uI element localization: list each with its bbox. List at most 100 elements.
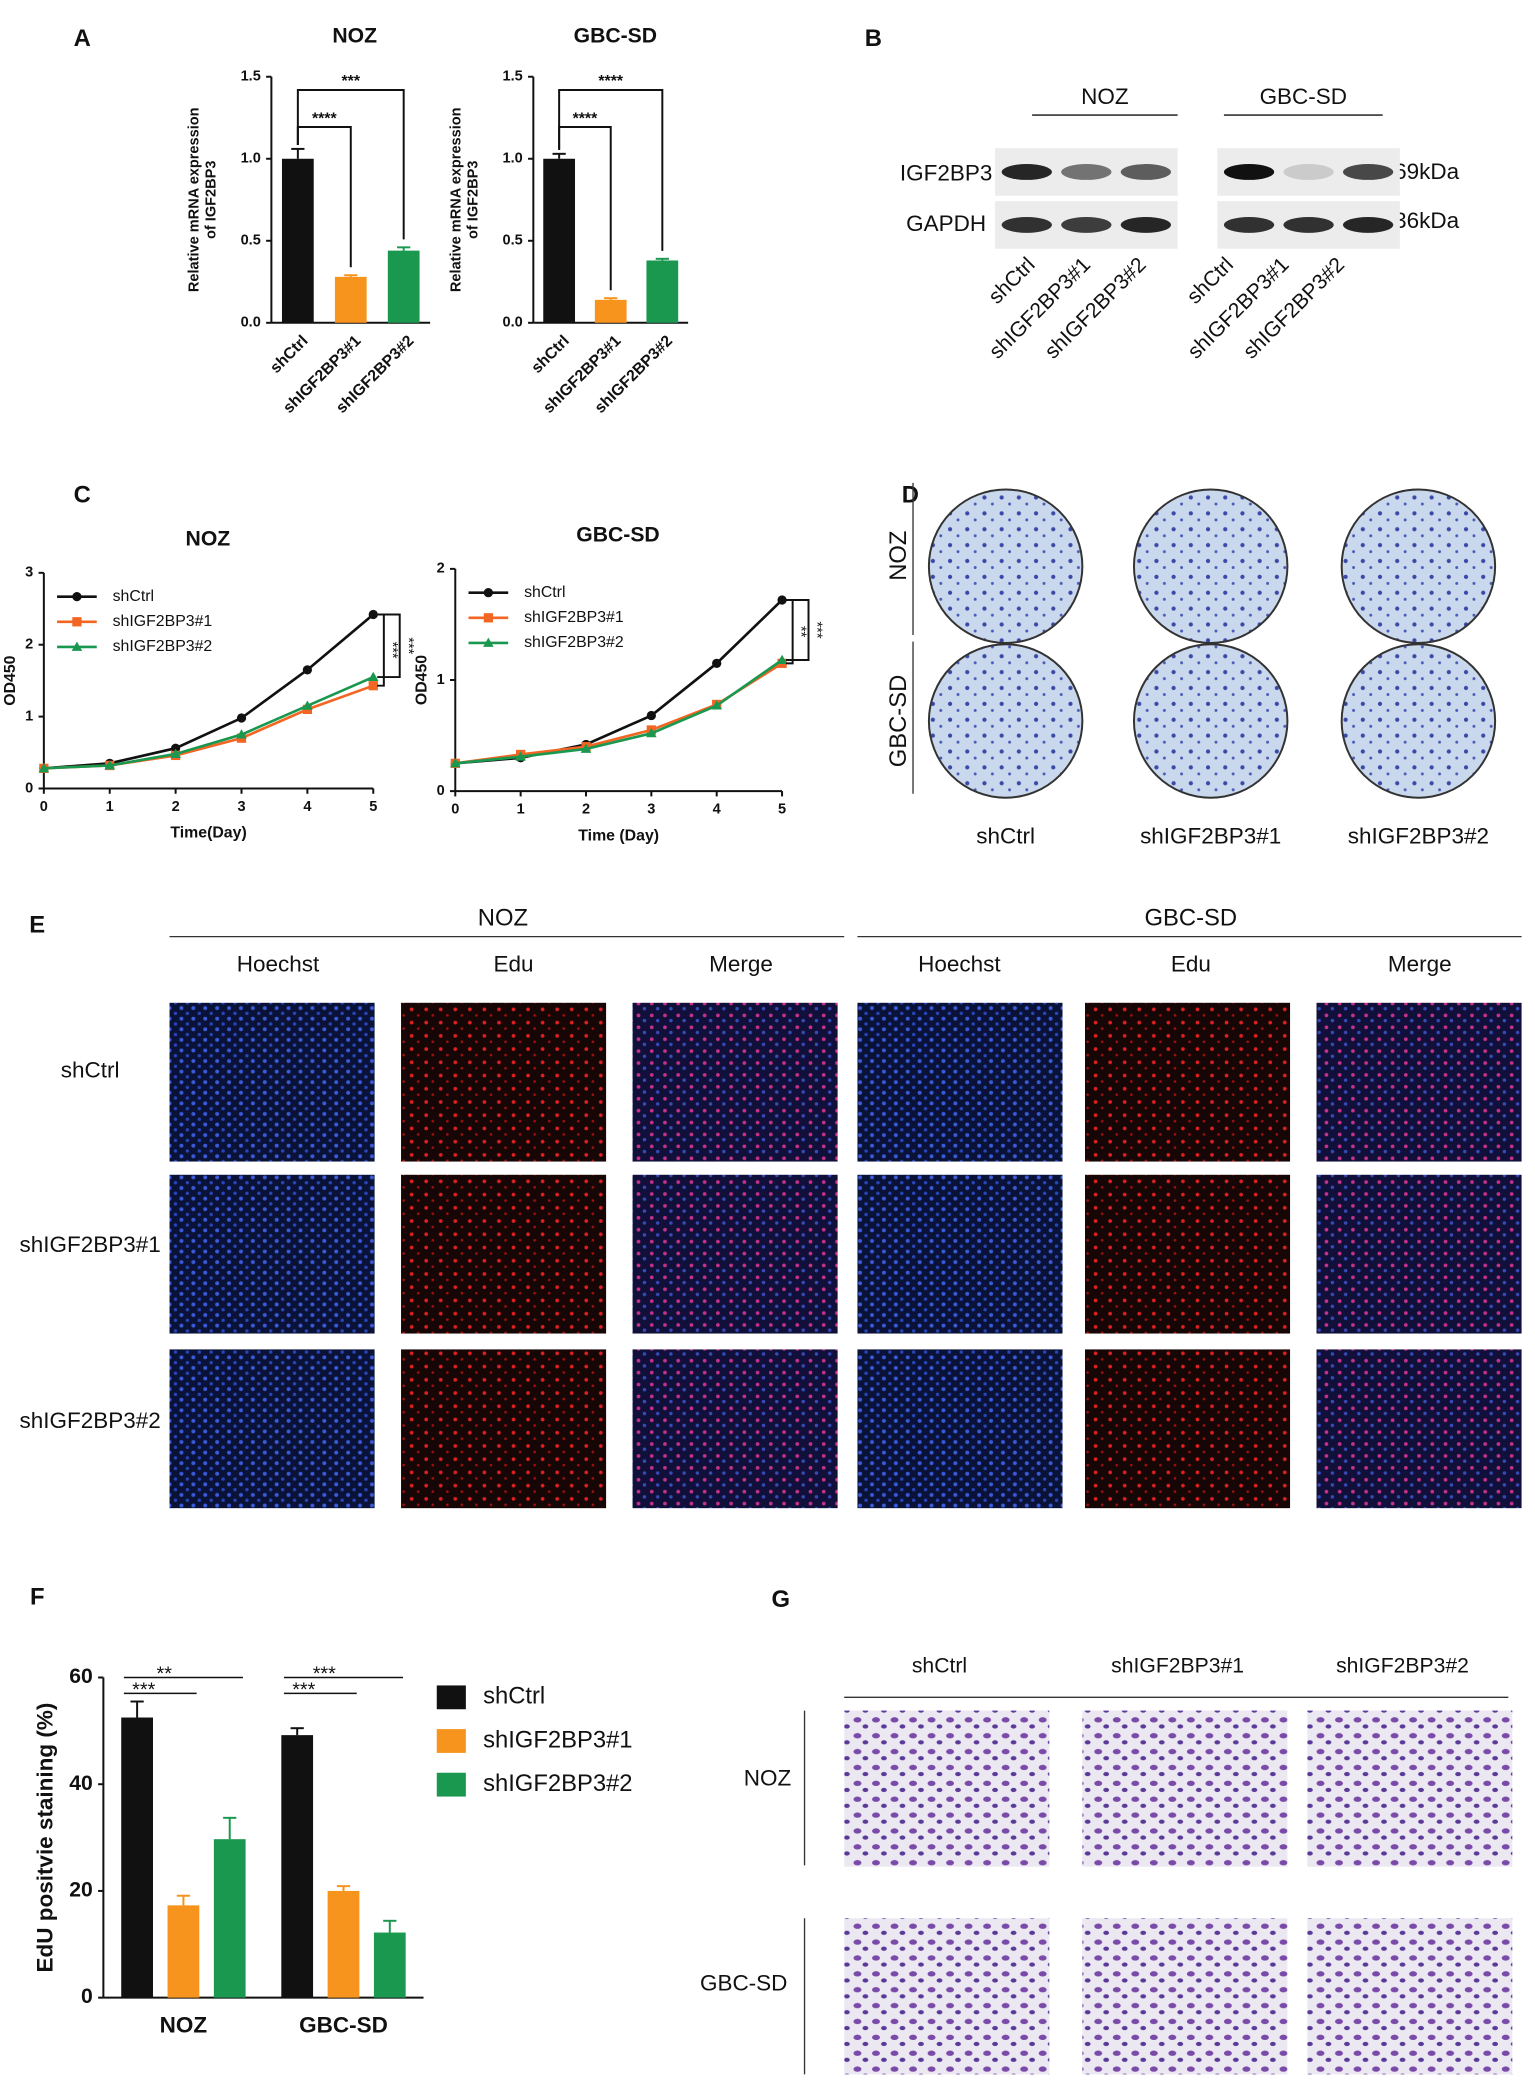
micro-image: [632, 1174, 838, 1334]
bar: [387, 250, 420, 323]
x-tick-label: 3: [647, 801, 655, 817]
significance-label: ****: [573, 110, 599, 127]
x-tick-label: 0: [40, 799, 48, 815]
significance-bracket: [377, 613, 385, 687]
panel-label: B: [865, 25, 882, 52]
micro-image: [169, 1349, 375, 1509]
marker: [580, 743, 592, 753]
blot-band: [1061, 216, 1112, 233]
blot-band: [1223, 216, 1275, 233]
legend-marker: [483, 637, 494, 647]
bar: [373, 1932, 406, 1998]
row-label: shIGF2BP3#2: [20, 1408, 161, 1433]
colony-plate: [1340, 643, 1497, 799]
y-tick-label: 0.0: [503, 315, 523, 331]
blot-band: [1001, 164, 1052, 180]
y-tick-label: 1.0: [503, 151, 523, 167]
y-tick-label: 40: [69, 1772, 93, 1795]
x-tick-label: GBC-SD: [299, 2013, 388, 2038]
blot-band: [1342, 164, 1394, 180]
blot-band: [1283, 164, 1334, 180]
marker: [38, 763, 50, 773]
row-label: GBC-SD: [885, 675, 912, 768]
panel-label: C: [74, 481, 91, 508]
y-axis-label: Relative mRNA expression: [187, 107, 203, 292]
legend-label: shCtrl: [113, 588, 154, 605]
y-tick-label: 2: [437, 561, 445, 577]
transwell-image: [1082, 1918, 1288, 2075]
channel-label: Hoechst: [237, 952, 320, 977]
line: [43, 613, 375, 770]
legend-label: shIGF2BP3#2: [113, 638, 213, 655]
x-tick-label: NOZ: [160, 2013, 208, 2038]
significance-bracket: [377, 613, 401, 679]
y-tick-label: 1: [437, 672, 445, 688]
micro-image: [632, 1349, 838, 1509]
bar: [281, 1735, 314, 1998]
colony-plate: [1340, 488, 1497, 644]
y-tick-label: 0.5: [503, 233, 523, 249]
y-axis-label: OD450: [413, 655, 430, 705]
significance-label: **: [793, 626, 809, 638]
legend-label: shIGF2BP3#1: [524, 609, 624, 626]
significance-label: **: [157, 1663, 173, 1685]
marker: [368, 681, 378, 691]
colony-plate: [927, 643, 1084, 799]
channel-label: Hoechst: [918, 952, 1001, 977]
x-tick-label: 5: [778, 801, 786, 817]
significance-bracket: [786, 598, 810, 661]
chart-title: NOZ: [332, 25, 377, 48]
blot-group: NOZ: [1081, 84, 1129, 109]
significance-label: ****: [598, 73, 624, 90]
blot-band: [1120, 216, 1171, 233]
panel-label: F: [30, 1583, 45, 1610]
x-tick-label: 3: [237, 799, 245, 815]
bar: [327, 1890, 360, 1998]
column-label: shIGF2BP3#2: [1348, 823, 1489, 848]
x-tick-label: 4: [303, 799, 312, 815]
marker: [170, 743, 181, 753]
channel-label: Edu: [1171, 952, 1211, 977]
panel-label: A: [74, 25, 91, 52]
x-tick-label: 2: [172, 799, 180, 815]
chart-title: GBC-SD: [576, 523, 659, 546]
blot-band: [1342, 216, 1394, 233]
significance-label: ***: [384, 642, 400, 659]
y-tick-label: 0: [81, 1985, 93, 2008]
marker: [776, 654, 788, 664]
micro-image: [632, 1002, 838, 1162]
y-axis-label: OD450: [2, 655, 19, 705]
legend-swatch: [436, 1685, 466, 1710]
marker: [711, 700, 722, 710]
legend-label: shCtrl: [524, 584, 565, 601]
line: [455, 658, 783, 765]
blot-band: [1001, 216, 1052, 233]
blot-band: [1120, 164, 1171, 180]
transwell-image: [844, 1918, 1050, 2075]
y-axis-label: Relative mRNA expression: [448, 107, 464, 292]
group-label: GBC-SD: [1145, 905, 1238, 932]
transwell-image: [1307, 1710, 1513, 1867]
marker: [646, 710, 656, 721]
legend-marker: [483, 588, 493, 598]
bar: [213, 1839, 246, 1998]
y-tick-label: 0: [25, 780, 33, 796]
x-tick-label: 1: [106, 799, 114, 815]
significance-bracket: [786, 598, 794, 665]
x-tick-label: 1: [517, 801, 525, 817]
micro-image: [857, 1349, 1063, 1509]
lane-label: shIGF2BP3#2: [1239, 253, 1349, 363]
significance-label: ***: [132, 1679, 155, 1701]
row-label: NOZ: [885, 531, 912, 581]
marker: [236, 713, 247, 723]
blot-band: [1283, 216, 1334, 233]
column-label: shIGF2BP3#2: [1336, 1655, 1469, 1678]
colony-plate: [1132, 488, 1289, 644]
micro-image: [1085, 1349, 1291, 1509]
legend-marker: [72, 592, 82, 602]
y-axis-label: of IGF2BP3: [466, 161, 482, 239]
column-label: shCtrl: [976, 823, 1035, 848]
legend-label: shIGF2BP3#1: [113, 613, 213, 630]
